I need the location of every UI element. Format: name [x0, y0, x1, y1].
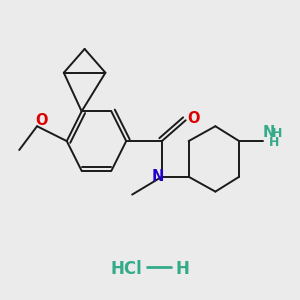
Text: HCl: HCl [110, 260, 142, 278]
Text: O: O [187, 111, 199, 126]
Text: N: N [263, 125, 275, 140]
Text: H: H [269, 136, 279, 149]
Text: O: O [35, 113, 48, 128]
Text: N: N [152, 169, 164, 184]
Text: H: H [272, 127, 282, 140]
Text: H: H [176, 260, 190, 278]
